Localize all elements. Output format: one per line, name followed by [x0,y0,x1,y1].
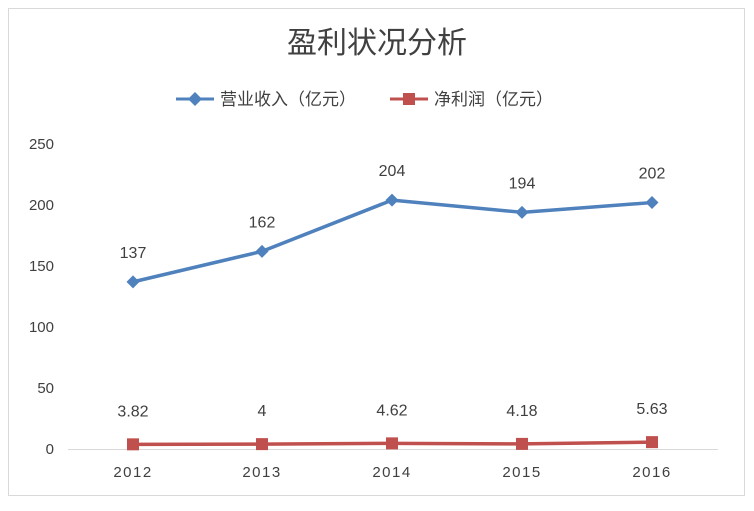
data-label-revenue-2013: 162 [249,214,276,231]
x-tick-label-2014: 2014 [372,464,411,481]
legend-label-revenue: 营业收入（亿元） [220,90,356,110]
chart-frame [8,8,745,496]
legend-marker-revenue [188,92,202,106]
data-point-profit-2016 [646,436,658,449]
data-label-profit-2014: 4.62 [376,402,407,419]
data-point-profit-2014 [386,437,398,450]
legend-item-revenue: 营业收入（亿元） [176,90,356,110]
y-tick-label-100: 100 [29,319,54,336]
data-point-revenue-2012 [126,275,140,289]
data-point-revenue-2013 [255,244,269,258]
legend-item-profit: 净利润（亿元） [390,90,553,110]
data-label-profit-2015: 4.18 [506,403,537,420]
y-axis-ticks: 0 50 100 150 200 250 [29,136,54,458]
y-tick-label-250: 250 [29,136,54,153]
x-axis-ticks: 2012 2013 2014 2015 2016 [113,464,671,481]
series-line-revenue [132,198,653,284]
data-label-profit-2016: 5.63 [636,401,667,418]
x-tick-label-2012: 2012 [113,464,152,481]
data-label-profit-2013: 4 [258,403,267,420]
x-tick-label-2013: 2013 [242,464,281,481]
data-label-revenue-2014: 204 [379,163,406,180]
data-point-profit-2012 [127,438,139,451]
series-profit: 3.82 4 4.62 4.18 5.63 [117,401,668,451]
chart-title: 盈利状况分析 [287,26,467,61]
y-tick-label-50: 50 [37,380,54,397]
data-point-revenue-2014 [385,193,399,207]
y-tick-label-0: 0 [46,441,54,458]
y-tick-label-150: 150 [29,258,54,275]
data-point-revenue-2016 [645,196,659,210]
legend: 营业收入（亿元） 净利润（亿元） [176,90,553,110]
data-label-profit-2012: 3.82 [117,403,148,420]
series-revenue: 137 162 204 194 202 [120,163,666,289]
data-label-revenue-2012: 137 [120,245,147,262]
x-tick-label-2016: 2016 [632,464,671,481]
y-tick-label-200: 200 [29,197,54,214]
data-point-profit-2015 [516,437,528,450]
data-label-revenue-2015: 194 [509,175,536,192]
data-label-revenue-2016: 202 [639,166,666,183]
x-tick-label-2015: 2015 [502,464,541,481]
data-point-revenue-2015 [515,205,529,219]
series-layer: 137 162 204 194 202 3.82 4 4.62 4.18 5.63 [117,163,668,451]
legend-marker-profit [403,93,415,105]
data-point-profit-2013 [256,438,268,451]
legend-label-profit: 净利润（亿元） [434,90,553,110]
